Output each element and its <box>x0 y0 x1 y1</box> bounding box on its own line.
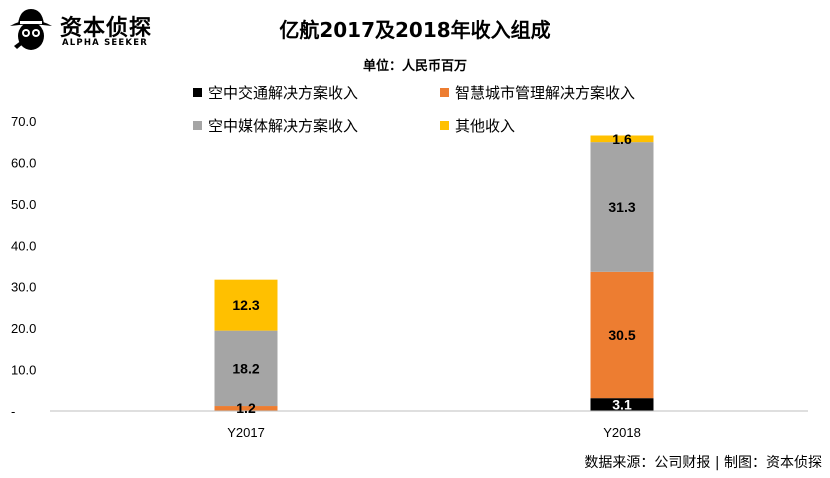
data-label: 30.5 <box>608 327 635 343</box>
y-tick-label: 70.0 <box>11 114 36 129</box>
data-label: 1.6 <box>612 131 632 147</box>
y-tick-label: 50.0 <box>11 197 36 212</box>
bar-segment <box>590 135 654 143</box>
legend-label: 空中交通解决方案收入 <box>208 84 359 102</box>
data-label: 1.2 <box>236 400 256 416</box>
data-label: 12.3 <box>232 297 259 313</box>
chart-title: 亿航2017及2018年收入组成 <box>279 18 551 42</box>
x-tick-label: Y2017 <box>227 425 265 440</box>
legend-label: 智慧城市管理解决方案收入 <box>455 84 636 102</box>
bar-segment <box>214 330 278 407</box>
brand-logo: 资本侦探 ALPHA SEEKER <box>8 6 178 52</box>
legend-item-other: 其他收入 <box>440 115 515 136</box>
chart-subtitle: 单位：人民币百万 <box>362 59 467 74</box>
data-label: 3.1 <box>612 397 632 413</box>
legend-swatch <box>440 88 449 97</box>
y-tick-label: 30.0 <box>11 280 36 295</box>
legend-swatch <box>440 121 449 130</box>
legend-swatch <box>193 121 202 130</box>
y-tick-label: 60.0 <box>11 155 36 170</box>
legend-item-smart-city: 智慧城市管理解决方案收入 <box>440 82 635 103</box>
legend-label: 空中媒体解决方案收入 <box>208 117 359 135</box>
legend-item-air-traffic: 空中交通解决方案收入 <box>193 82 358 103</box>
bar-segment <box>214 406 278 411</box>
source-note: 数据来源：公司财报 | 制图：资本侦探 <box>584 455 822 471</box>
x-tick-label: Y2018 <box>603 425 641 440</box>
bar-segment <box>590 398 654 411</box>
legend-label: 其他收入 <box>455 117 516 135</box>
brand-name: 资本侦探 <box>60 16 153 41</box>
bar-segment <box>214 279 278 331</box>
legend-item-air-media: 空中媒体解决方案收入 <box>193 115 358 136</box>
y-tick-label: 20.0 <box>11 321 36 336</box>
data-label: 31.3 <box>608 199 635 215</box>
brand-tagline: ALPHA SEEKER <box>62 38 148 48</box>
bar-segment <box>590 271 654 399</box>
legend-swatch <box>193 88 202 97</box>
data-label: 18.2 <box>232 360 259 376</box>
detective-hat-icon <box>10 9 52 50</box>
y-tick-label: 10.0 <box>11 363 36 378</box>
bar-segment <box>590 142 654 272</box>
y-tick-label: - <box>11 404 15 419</box>
y-tick-label: 40.0 <box>11 238 36 253</box>
